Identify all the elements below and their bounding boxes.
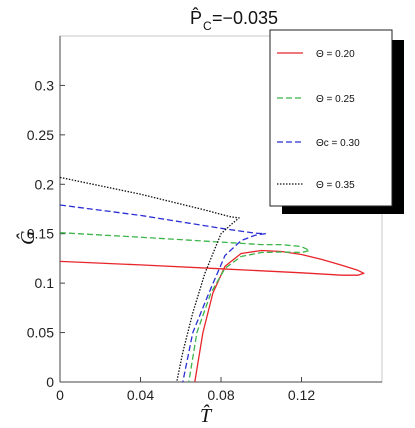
legend-label-1: Θ = 0.20	[316, 49, 355, 60]
legend-label-3: Θc = 0.30	[316, 138, 360, 149]
chart-title: P̂ C =−0.035	[190, 7, 278, 33]
chart-title-subscript: C	[203, 19, 212, 33]
x-tick-label: 0	[56, 387, 64, 403]
y-tick-label: 0.15	[27, 226, 54, 242]
y-tick-label: 0.2	[35, 176, 55, 192]
chart-title-main: P̂	[190, 7, 202, 28]
series-line-2	[60, 232, 311, 382]
y-tick-label: 0.25	[27, 127, 54, 143]
chart-title-value: =−0.035	[212, 8, 278, 28]
y-tick-label: 0.1	[35, 275, 55, 291]
x-tick-label: 0.04	[127, 387, 154, 403]
series-line-1	[60, 249, 365, 382]
x-tick-label: 0.12	[288, 387, 315, 403]
y-axis-label: Ĝ	[15, 230, 39, 245]
legend-box	[269, 29, 393, 207]
legend: Θ = 0.20 Θ = 0.25 Θc = 0.30 Θ = 0.35	[269, 29, 404, 214]
x-axis-label: T̂	[200, 404, 213, 427]
series-lines	[60, 176, 365, 382]
y-axis-ticks: 0 0.05 0.1 0.15 0.2 0.25 0.3	[27, 77, 65, 390]
y-tick-label: 0	[46, 374, 54, 390]
legend-label-2: Θ = 0.25	[316, 94, 355, 105]
legend-items: Θ = 0.20 Θ = 0.25 Θc = 0.30 Θ = 0.35	[277, 49, 360, 191]
x-axis-ticks: 0 0.04 0.08 0.12	[56, 377, 315, 403]
y-tick-label: 0.05	[27, 325, 54, 341]
y-tick-label: 0.3	[35, 77, 55, 93]
x-tick-label: 0.08	[207, 387, 234, 403]
legend-label-4: Θ = 0.35	[316, 180, 355, 191]
series-line-4	[60, 176, 240, 382]
series-line-3	[60, 204, 266, 382]
